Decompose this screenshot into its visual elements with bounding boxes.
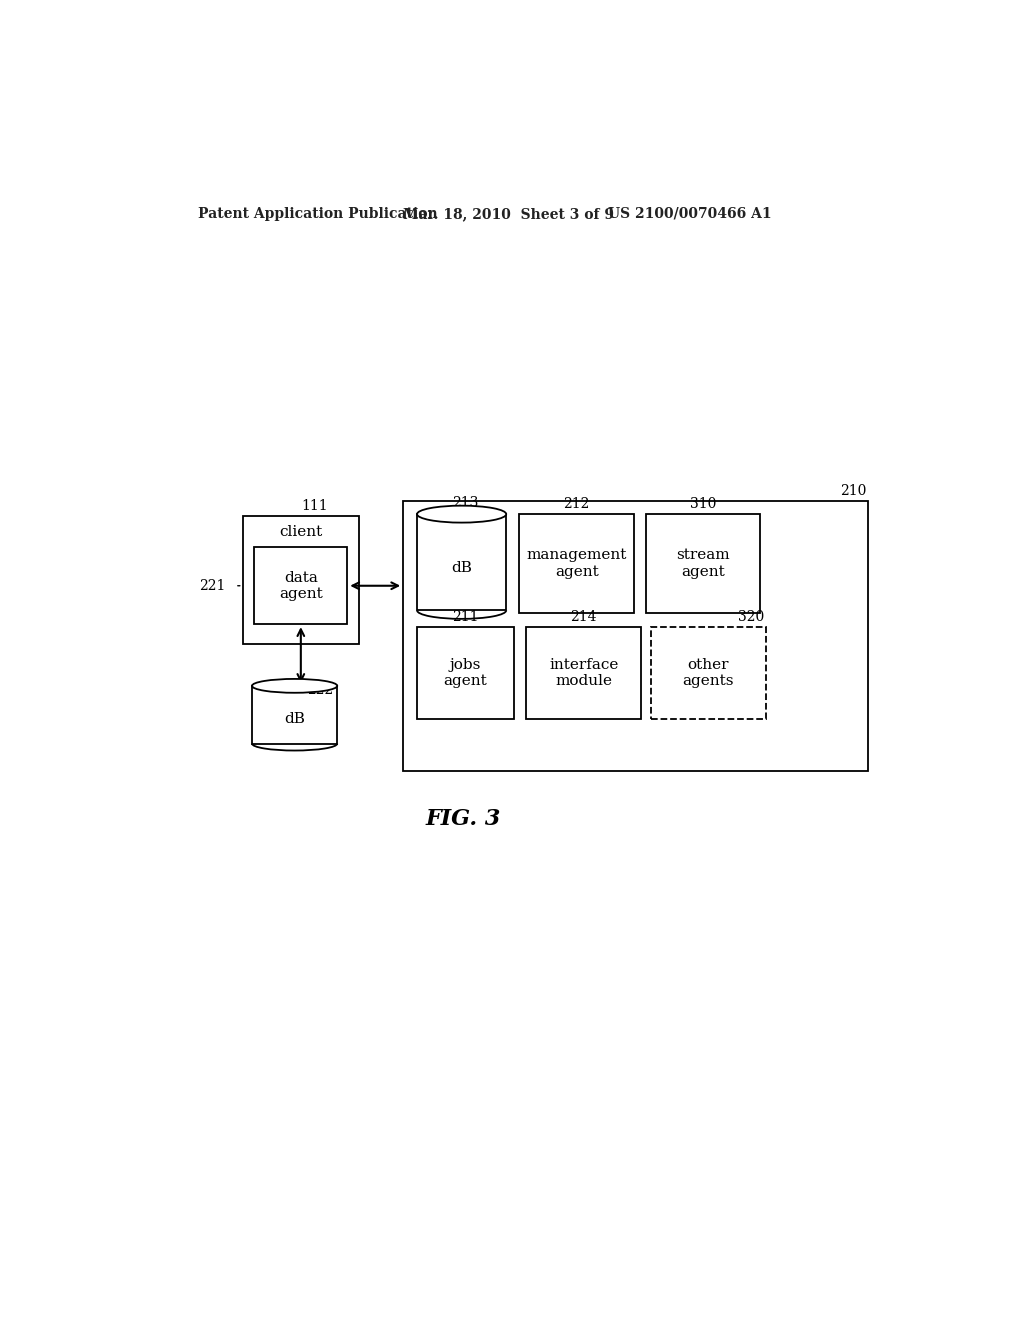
Bar: [417, 627, 514, 719]
Bar: [519, 515, 634, 612]
Text: interface
module: interface module: [549, 657, 618, 688]
Bar: [526, 627, 641, 719]
Text: dB: dB: [285, 711, 305, 726]
Text: management
agent: management agent: [526, 548, 627, 578]
Text: jobs
agent: jobs agent: [443, 657, 487, 688]
Text: data
agent: data agent: [279, 570, 323, 601]
Text: Patent Application Publication: Patent Application Publication: [198, 207, 437, 220]
Text: 310: 310: [690, 498, 716, 511]
Text: 210: 210: [841, 484, 866, 498]
Bar: [651, 627, 766, 719]
Text: 222: 222: [307, 682, 333, 697]
Bar: [252, 686, 337, 743]
Text: 111: 111: [301, 499, 328, 512]
Text: client: client: [280, 525, 323, 539]
Bar: [254, 548, 347, 624]
Text: FIG. 3: FIG. 3: [425, 808, 501, 830]
Text: dB: dB: [452, 561, 472, 576]
Bar: [243, 516, 359, 644]
Text: 213: 213: [453, 495, 478, 510]
Text: stream
agent: stream agent: [676, 548, 730, 578]
Text: 212: 212: [563, 498, 590, 511]
Text: Mar. 18, 2010  Sheet 3 of 9: Mar. 18, 2010 Sheet 3 of 9: [403, 207, 614, 220]
Bar: [646, 515, 761, 612]
Text: 211: 211: [453, 610, 479, 623]
Ellipse shape: [252, 678, 337, 693]
Text: other
agents: other agents: [683, 657, 734, 688]
Ellipse shape: [417, 506, 506, 523]
Text: 214: 214: [570, 610, 597, 623]
Text: 320: 320: [738, 610, 764, 623]
Bar: [403, 502, 868, 771]
Bar: [417, 515, 506, 610]
Text: 221: 221: [200, 578, 225, 593]
Text: US 2100/0070466 A1: US 2100/0070466 A1: [608, 207, 772, 220]
